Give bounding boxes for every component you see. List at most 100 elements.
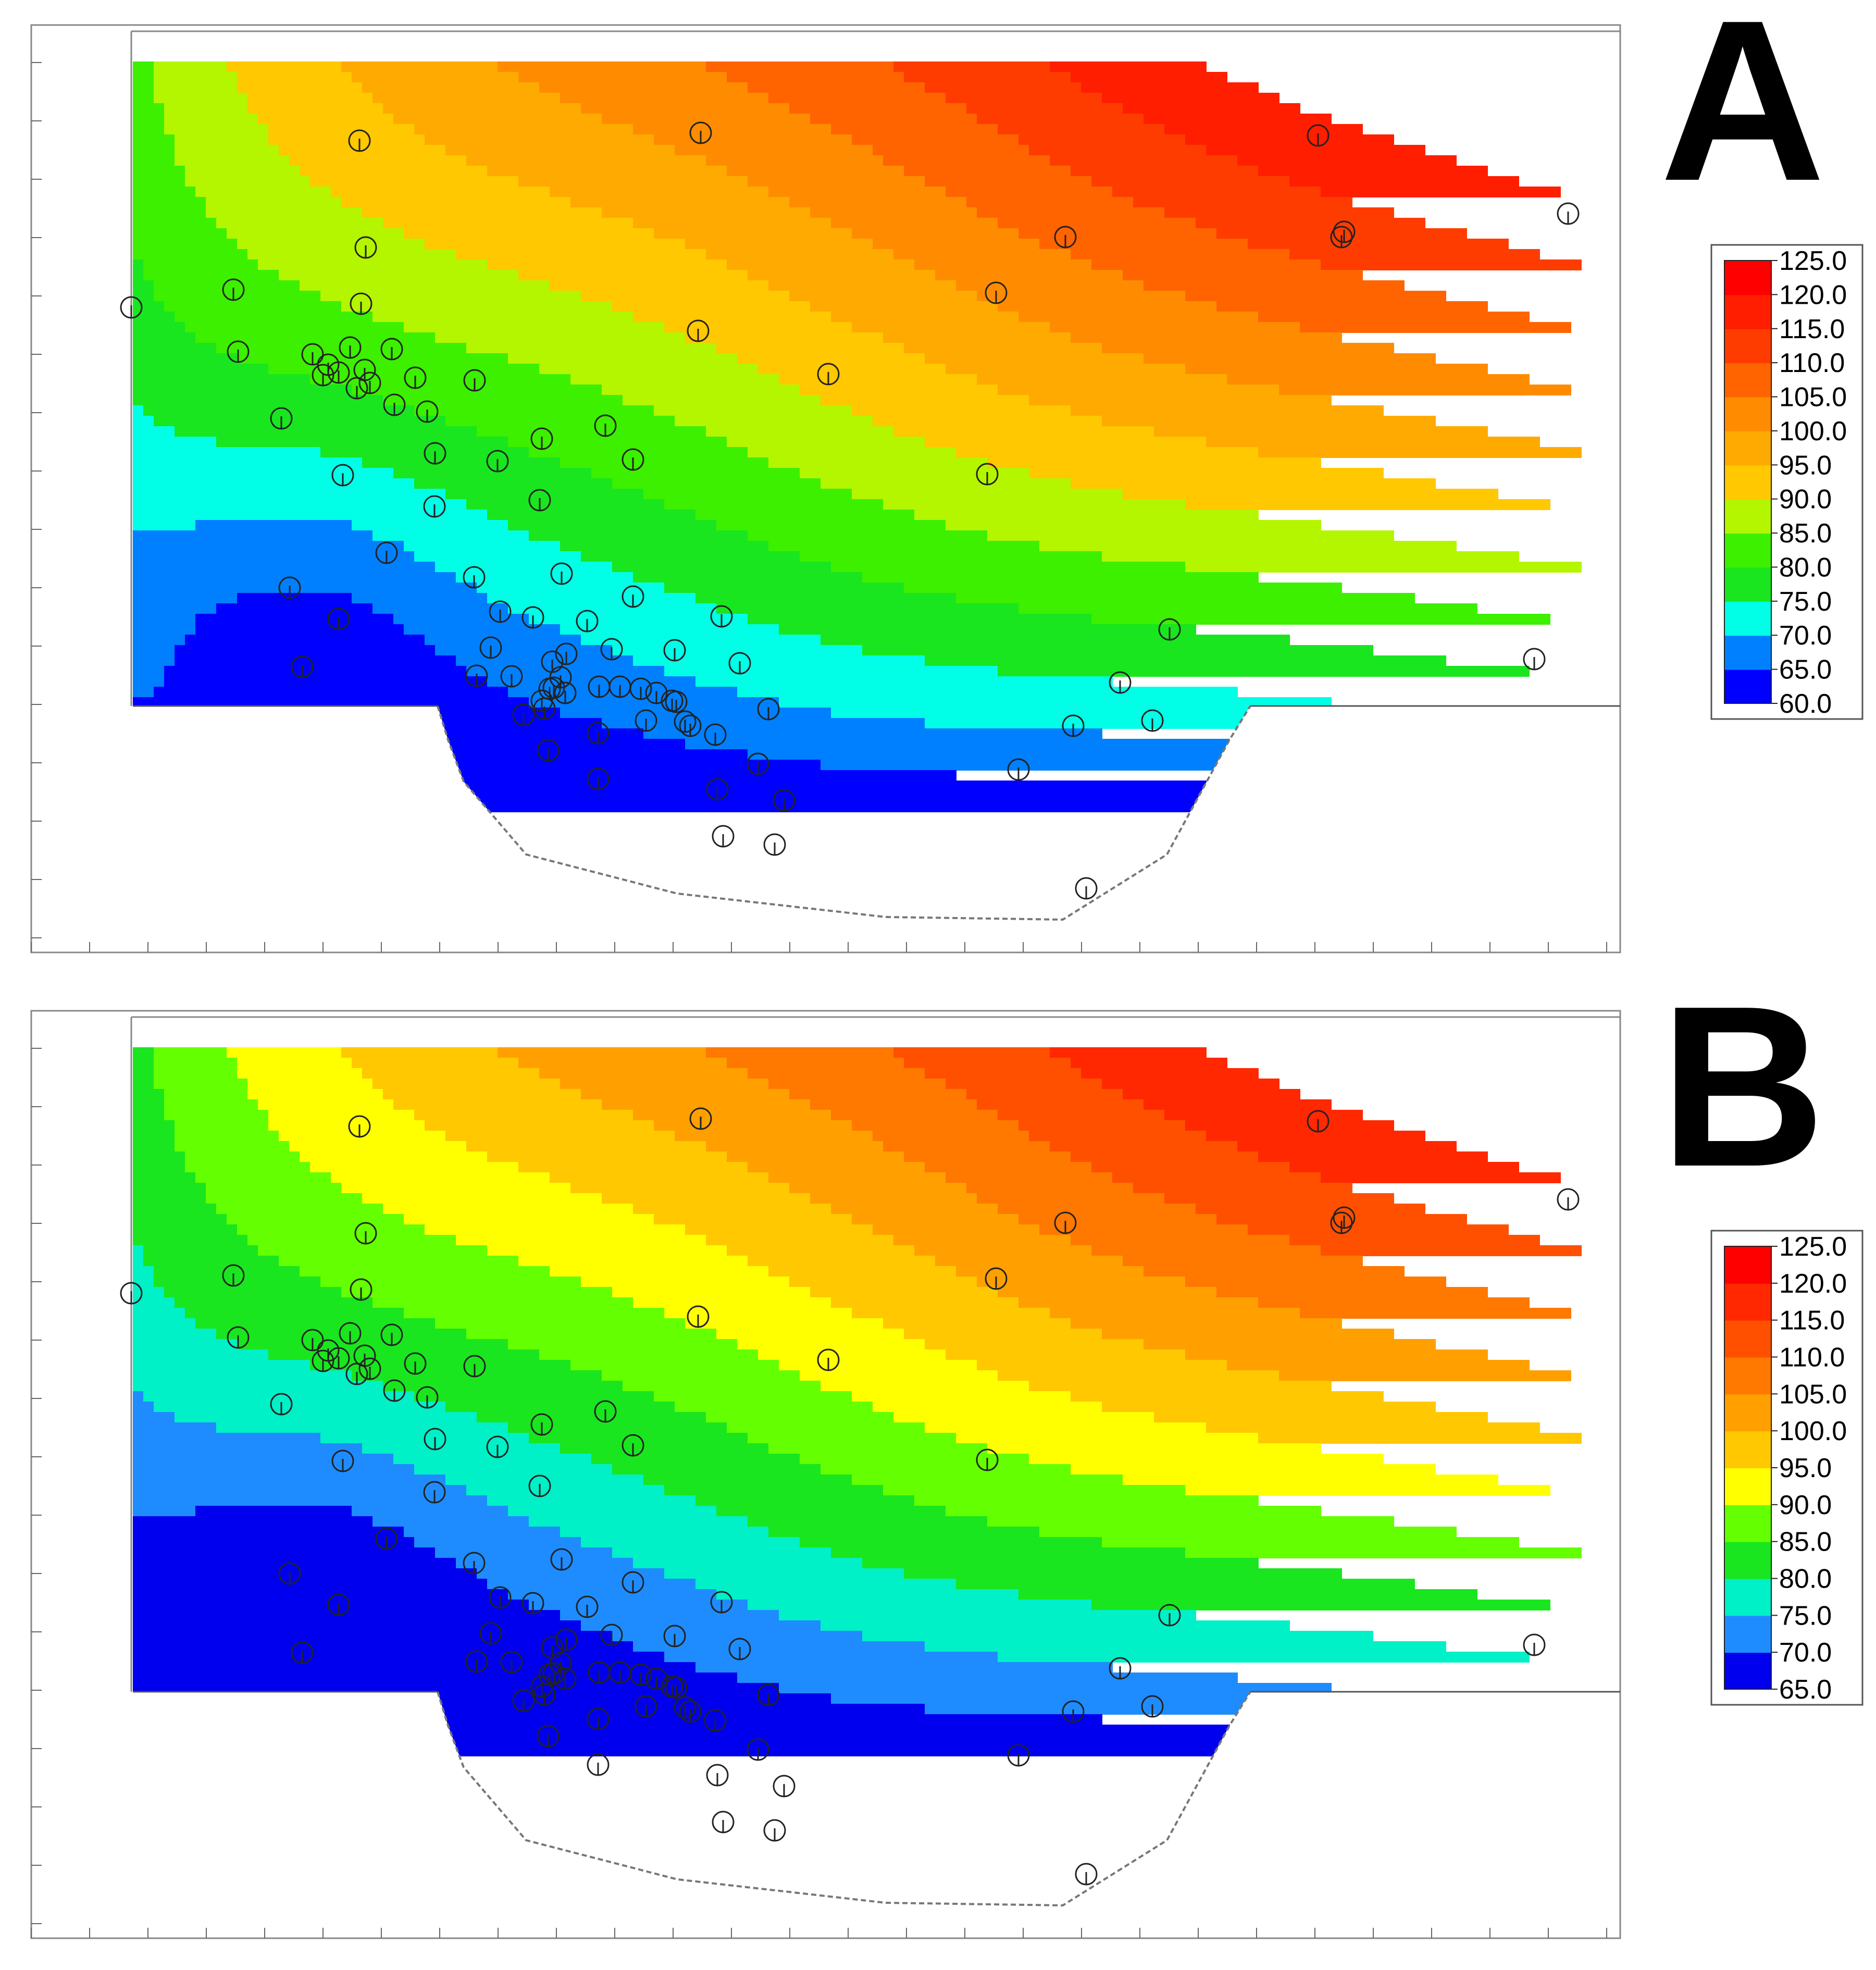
contour-cell — [779, 374, 977, 385]
contour-cell — [133, 1110, 165, 1121]
legend-tick-label: 60.0 — [1779, 689, 1832, 719]
contour-cell — [768, 93, 946, 104]
contour-cell — [998, 124, 1165, 135]
contour-cell — [414, 1537, 581, 1548]
contour-cell — [612, 1464, 821, 1475]
contour-cell — [383, 218, 633, 229]
contour-cell — [748, 270, 936, 281]
contour-cell — [570, 1360, 779, 1371]
contour-cell — [133, 1297, 175, 1308]
contour-cell — [956, 1266, 1144, 1277]
contour-cell — [539, 82, 748, 93]
well-marker — [312, 364, 334, 387]
contour-cell — [925, 1704, 1540, 1715]
well-marker — [1075, 877, 1098, 900]
contour-cell — [1071, 1318, 1342, 1329]
contour-cell — [914, 510, 1259, 521]
contour-cell — [466, 1141, 706, 1152]
contour-cell — [1050, 1308, 1300, 1319]
contour-cell — [383, 395, 623, 406]
contour-cell — [133, 1120, 175, 1131]
contour-cell — [862, 1631, 1373, 1642]
well-marker — [463, 369, 486, 392]
well-marker — [710, 605, 733, 628]
contour-cell — [873, 145, 1029, 156]
contour-cell — [925, 353, 1144, 364]
contour-cell — [164, 1099, 258, 1110]
contour-cell — [1102, 1537, 1519, 1548]
well-marker — [331, 1449, 354, 1472]
contour-cell — [810, 114, 977, 125]
contour-cell — [310, 176, 519, 187]
contour-cell — [1154, 1412, 1488, 1423]
contour-cell — [133, 1443, 363, 1454]
well-marker — [528, 1475, 551, 1497]
contour-cell — [664, 666, 998, 677]
contour-cell — [1123, 270, 1363, 281]
contour-cell — [487, 510, 696, 521]
panel-label: A — [1660, 0, 1825, 229]
contour-cell — [1029, 468, 1384, 479]
contour-cell — [716, 343, 904, 354]
contour-cell — [175, 145, 279, 156]
contour-cell — [372, 93, 561, 104]
contour-cell — [404, 624, 561, 635]
contour-cell — [404, 1308, 665, 1319]
contour-cell — [1279, 1370, 1571, 1381]
contour-cell — [414, 478, 613, 489]
contour-cell — [175, 1141, 290, 1152]
contour-cell — [925, 176, 1092, 187]
contour-cell — [414, 551, 581, 562]
contour-cell — [821, 635, 1290, 646]
contour-cell — [893, 1412, 1154, 1423]
well-marker — [1007, 758, 1030, 781]
contour-cell — [1237, 1141, 1457, 1152]
contour-cell — [748, 1600, 1092, 1610]
contour-cell — [227, 61, 342, 72]
contour-cell — [383, 1204, 633, 1215]
contour-cell — [966, 197, 1134, 208]
contour-cell — [1185, 1485, 1550, 1496]
contour-cell — [654, 1214, 852, 1225]
contour-cell — [675, 1131, 873, 1142]
contour-cell — [372, 1297, 633, 1308]
legend-tick-label: 115.0 — [1779, 1306, 1845, 1336]
axis-ticks — [31, 1048, 1607, 1938]
contour-cell — [133, 72, 154, 83]
contour-cell — [1258, 166, 1488, 177]
contour-cell — [175, 1297, 373, 1308]
contour-cell — [852, 1391, 1071, 1402]
contour-cell — [133, 1391, 144, 1402]
legend-swatch — [1724, 1246, 1771, 1284]
contour-cell — [487, 1245, 727, 1256]
contour-cell — [393, 614, 529, 625]
well-marker — [1307, 124, 1330, 147]
contour-cell — [810, 1193, 977, 1204]
well-marker — [712, 1811, 735, 1833]
contour-cell — [1185, 364, 1488, 375]
contour-cell — [133, 489, 446, 500]
legend-tick-label: 75.0 — [1779, 587, 1832, 617]
contour-cell — [1071, 1235, 1290, 1246]
contour-cell — [425, 239, 686, 250]
contour-cell — [206, 1183, 342, 1194]
contour-cell — [529, 447, 748, 458]
well-marker — [679, 1700, 702, 1723]
well-marker — [679, 714, 702, 737]
contour-cell — [133, 1047, 154, 1058]
contour-cell — [206, 1193, 363, 1204]
contour-cell — [623, 1381, 821, 1392]
contour-cell — [362, 457, 561, 468]
contour-cell — [372, 530, 529, 541]
legend-swatch — [1724, 1578, 1771, 1616]
contour-cell — [831, 1297, 1019, 1308]
contour-cell — [716, 1506, 946, 1517]
contour-cell — [518, 1058, 727, 1069]
contour-cell — [550, 280, 769, 291]
contour-cell — [893, 249, 1071, 260]
contour-cell — [852, 1120, 1019, 1131]
contour-cell — [237, 593, 352, 604]
contour-cell — [737, 353, 925, 364]
contour-cell — [1039, 239, 1248, 250]
contour-cell — [560, 541, 769, 552]
